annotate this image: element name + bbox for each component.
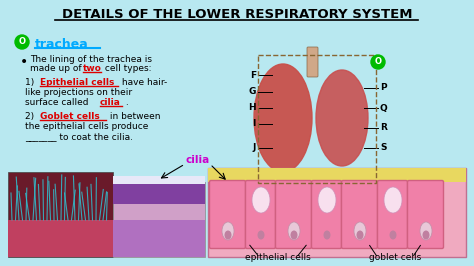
Ellipse shape xyxy=(422,231,429,239)
Text: 2): 2) xyxy=(25,112,37,121)
Text: O: O xyxy=(18,38,26,47)
Text: Epithelial cells: Epithelial cells xyxy=(40,78,114,87)
Bar xyxy=(258,55,376,183)
Text: have hair-: have hair- xyxy=(119,78,167,87)
Text: .: . xyxy=(123,98,129,107)
Text: surface called: surface called xyxy=(25,98,91,107)
FancyBboxPatch shape xyxy=(408,181,444,248)
Text: cilia: cilia xyxy=(186,155,210,165)
Text: F: F xyxy=(250,70,256,80)
FancyBboxPatch shape xyxy=(246,181,275,248)
Ellipse shape xyxy=(420,222,432,240)
FancyBboxPatch shape xyxy=(275,181,311,248)
Text: I: I xyxy=(253,119,256,128)
Ellipse shape xyxy=(390,231,396,239)
Ellipse shape xyxy=(288,222,300,240)
Ellipse shape xyxy=(318,187,336,213)
Bar xyxy=(208,168,466,257)
Text: S: S xyxy=(380,143,386,152)
Text: 1): 1) xyxy=(25,78,37,87)
Text: H: H xyxy=(248,103,256,113)
Ellipse shape xyxy=(354,222,366,240)
Text: epithelial cells: epithelial cells xyxy=(245,253,311,262)
Circle shape xyxy=(15,35,29,49)
Ellipse shape xyxy=(291,231,298,239)
Ellipse shape xyxy=(252,187,270,213)
Text: like projections on their: like projections on their xyxy=(25,88,132,97)
Bar xyxy=(8,172,113,257)
Ellipse shape xyxy=(254,64,312,172)
FancyBboxPatch shape xyxy=(210,181,246,248)
Text: made up of: made up of xyxy=(30,64,84,73)
Ellipse shape xyxy=(225,231,231,239)
Ellipse shape xyxy=(384,187,402,213)
Text: _______ to coat the cilia.: _______ to coat the cilia. xyxy=(25,132,133,141)
Ellipse shape xyxy=(323,231,330,239)
Text: trachea: trachea xyxy=(35,38,89,51)
Text: Q: Q xyxy=(380,103,388,113)
Text: G: G xyxy=(249,88,256,97)
FancyBboxPatch shape xyxy=(307,47,318,77)
FancyBboxPatch shape xyxy=(341,181,377,248)
Bar xyxy=(8,220,113,257)
Text: cell types:: cell types: xyxy=(102,64,152,73)
Bar xyxy=(113,182,205,257)
Text: the epithelial cells produce: the epithelial cells produce xyxy=(25,122,148,131)
FancyBboxPatch shape xyxy=(377,181,408,248)
Text: in between: in between xyxy=(107,112,161,121)
Ellipse shape xyxy=(316,70,368,166)
Circle shape xyxy=(371,55,385,69)
Ellipse shape xyxy=(222,222,234,240)
Text: cilia: cilia xyxy=(100,98,121,107)
Bar xyxy=(208,168,466,182)
Text: R: R xyxy=(380,123,387,132)
Text: DETAILS OF THE LOWER RESPIRATORY SYSTEM: DETAILS OF THE LOWER RESPIRATORY SYSTEM xyxy=(62,8,412,21)
Bar xyxy=(113,220,205,257)
Bar xyxy=(113,176,205,184)
Ellipse shape xyxy=(356,231,364,239)
Bar xyxy=(113,182,205,204)
Text: The lining of the trachea is: The lining of the trachea is xyxy=(30,55,152,64)
Text: goblet cells: goblet cells xyxy=(369,253,421,262)
FancyBboxPatch shape xyxy=(311,181,341,248)
Text: Goblet cells: Goblet cells xyxy=(40,112,100,121)
Text: two: two xyxy=(83,64,102,73)
Text: •: • xyxy=(20,55,28,69)
Text: P: P xyxy=(380,84,387,93)
Text: J: J xyxy=(253,143,256,152)
Text: O: O xyxy=(374,57,382,66)
Ellipse shape xyxy=(257,231,264,239)
